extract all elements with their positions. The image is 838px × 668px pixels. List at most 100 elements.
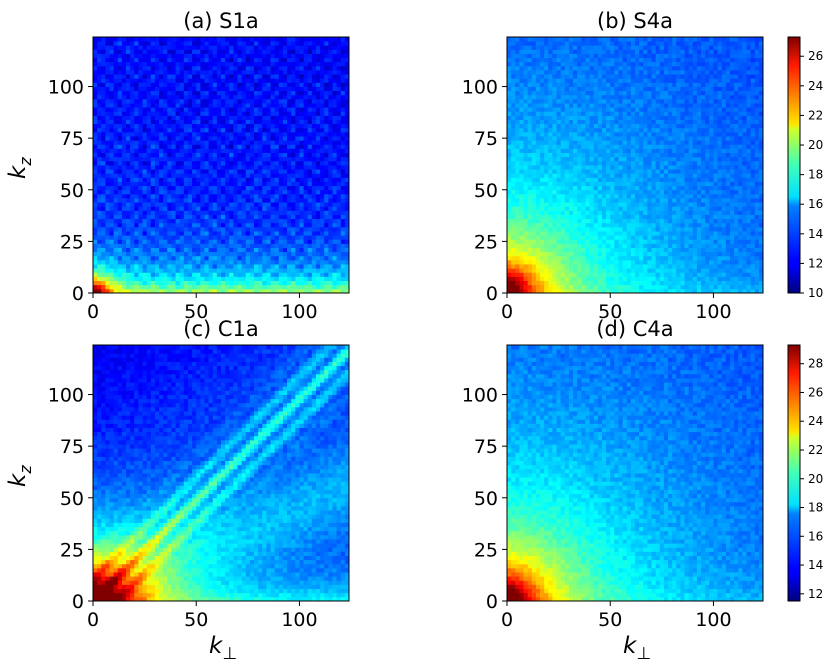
heatmap-cells bbox=[93, 37, 350, 294]
heatmap-cell bbox=[200, 140, 205, 145]
heatmap-cell bbox=[531, 152, 537, 158]
heatmap-cell bbox=[560, 288, 566, 294]
heatmap-cell bbox=[311, 222, 317, 228]
heatmap-cell bbox=[93, 255, 98, 261]
heatmap-cell bbox=[328, 98, 333, 104]
heatmap-cell bbox=[552, 177, 557, 182]
heatmap-cell bbox=[262, 98, 267, 104]
heatmap-cell bbox=[109, 235, 115, 240]
heatmap-cell bbox=[556, 255, 562, 261]
heatmap-cell bbox=[196, 70, 201, 75]
heatmap-cell bbox=[179, 222, 185, 228]
heatmap-cell bbox=[150, 259, 156, 265]
heatmap-cell bbox=[249, 123, 255, 129]
heatmap-cell bbox=[295, 37, 300, 42]
heatmap-cell bbox=[548, 111, 553, 116]
heatmap-cell bbox=[274, 247, 280, 253]
heatmap-cell bbox=[556, 193, 562, 199]
heatmap-cell bbox=[225, 206, 230, 211]
heatmap-cell bbox=[221, 226, 226, 232]
heatmap-cell bbox=[573, 243, 578, 248]
heatmap-cell bbox=[229, 156, 234, 162]
heatmap-cell bbox=[340, 82, 346, 87]
heatmap-cell bbox=[274, 115, 280, 120]
heatmap-cell bbox=[307, 173, 313, 178]
heatmap-cell bbox=[340, 268, 346, 273]
heatmap-cell bbox=[519, 45, 524, 50]
heatmap-cell bbox=[564, 276, 570, 282]
heatmap-cell bbox=[175, 98, 181, 104]
heatmap-cell bbox=[573, 78, 578, 83]
heatmap-cell bbox=[332, 119, 338, 125]
heatmap-cell bbox=[340, 259, 346, 265]
heatmap-cell bbox=[134, 177, 139, 182]
heatmap-cell bbox=[212, 53, 218, 59]
heatmap-cell bbox=[208, 61, 214, 67]
heatmap-cell bbox=[552, 65, 557, 71]
heatmap-cell bbox=[212, 173, 218, 178]
heatmap-cell bbox=[527, 78, 533, 83]
heatmap-cell bbox=[183, 49, 189, 54]
heatmap-cell bbox=[527, 127, 533, 133]
heatmap-cell bbox=[568, 255, 574, 261]
heatmap-cell bbox=[171, 185, 176, 191]
heatmap-cell bbox=[258, 90, 263, 96]
heatmap-cell bbox=[225, 74, 230, 79]
heatmap-cell bbox=[573, 259, 578, 265]
heatmap-cell bbox=[134, 189, 139, 195]
heatmap-cell bbox=[564, 37, 570, 42]
heatmap-cell bbox=[511, 148, 516, 154]
heatmap-cell bbox=[577, 243, 582, 248]
heatmap-cell bbox=[258, 119, 263, 125]
heatmap-cell bbox=[113, 98, 119, 104]
heatmap-cell bbox=[225, 198, 230, 203]
heatmap-cell bbox=[299, 57, 304, 63]
heatmap-cell bbox=[266, 103, 271, 108]
heatmap-cell bbox=[332, 78, 338, 83]
heatmap-cell bbox=[187, 189, 193, 195]
heatmap-cell bbox=[340, 198, 346, 203]
heatmap-cell bbox=[544, 107, 549, 112]
heatmap-cell bbox=[540, 70, 545, 75]
heatmap-cell bbox=[196, 123, 201, 129]
heatmap-cell bbox=[336, 160, 342, 166]
heatmap-cell bbox=[113, 214, 119, 220]
heatmap-cell bbox=[200, 82, 205, 87]
heatmap-cell bbox=[299, 123, 304, 129]
heatmap-cell bbox=[291, 198, 296, 203]
heatmap-cell bbox=[511, 218, 516, 224]
heatmap-cell bbox=[577, 239, 582, 244]
heatmap-cell bbox=[262, 231, 267, 236]
heatmap-cell bbox=[527, 243, 533, 248]
heatmap-cell bbox=[233, 239, 238, 244]
heatmap-cell bbox=[221, 280, 226, 286]
heatmap-cell bbox=[196, 45, 201, 50]
heatmap-cell bbox=[336, 169, 342, 174]
heatmap-cell bbox=[573, 226, 578, 232]
heatmap-cell bbox=[233, 251, 238, 257]
heatmap-cell bbox=[175, 173, 181, 178]
heatmap-cell bbox=[511, 65, 516, 71]
heatmap-cell bbox=[130, 140, 135, 145]
heatmap-cell bbox=[93, 214, 98, 220]
heatmap-cell bbox=[171, 119, 176, 125]
heatmap-cell bbox=[183, 193, 189, 199]
heatmap-cell bbox=[192, 115, 197, 120]
heatmap-cell bbox=[311, 193, 317, 199]
heatmap-cell bbox=[258, 284, 263, 290]
heatmap-cell bbox=[142, 152, 148, 158]
heatmap-cell bbox=[175, 61, 181, 67]
heatmap-cell bbox=[320, 65, 325, 71]
heatmap-cell bbox=[291, 148, 296, 154]
heatmap-cell bbox=[291, 247, 296, 253]
heatmap-cell bbox=[519, 37, 524, 42]
heatmap-cell bbox=[548, 218, 553, 224]
heatmap-cell bbox=[568, 119, 574, 125]
heatmap-cell bbox=[519, 284, 524, 290]
heatmap-cell bbox=[282, 37, 288, 42]
heatmap-cell bbox=[196, 210, 201, 215]
heatmap-cell bbox=[113, 103, 119, 108]
heatmap-cell bbox=[332, 243, 338, 248]
heatmap-cell bbox=[540, 123, 545, 129]
heatmap-cell bbox=[262, 284, 267, 290]
